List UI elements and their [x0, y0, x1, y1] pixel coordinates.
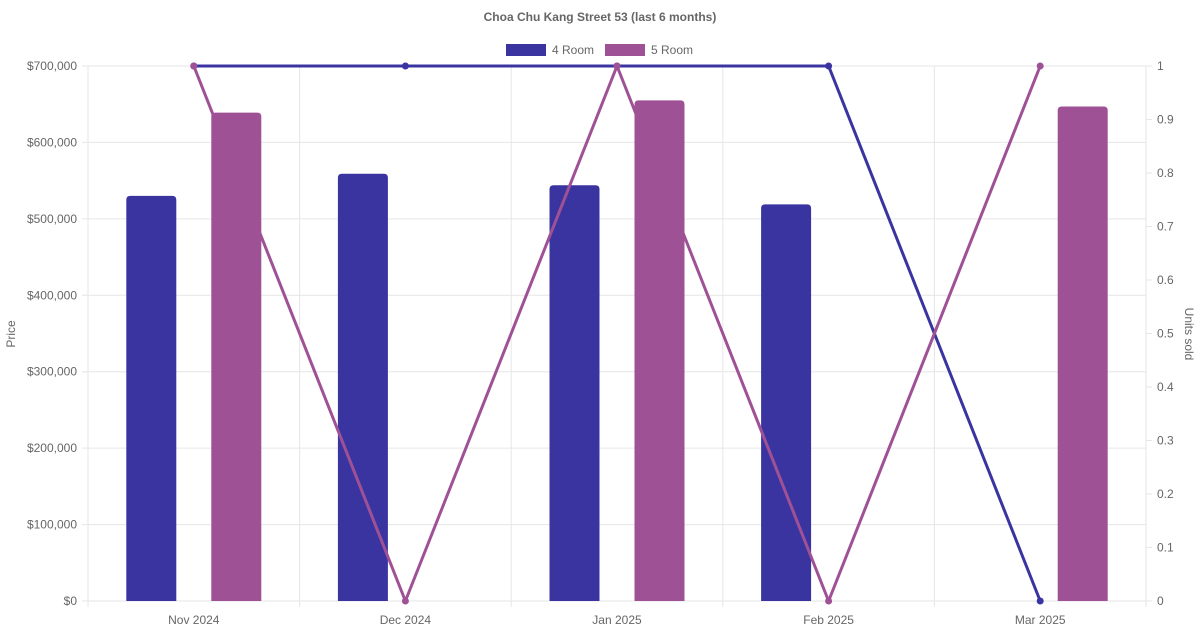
- x-tick-label: Dec 2024: [380, 613, 432, 627]
- point-units-4-room[interactable]: [401, 62, 409, 70]
- y-right-tick-label: 0.6: [1157, 273, 1174, 287]
- legend-swatch-5-room: [605, 44, 645, 56]
- lines: [190, 62, 1044, 605]
- bar-5-room[interactable]: [211, 112, 262, 601]
- y-left-tick-label: $400,000: [27, 288, 77, 302]
- legend-label-4-room: 4 Room: [552, 43, 594, 57]
- point-units-5-room[interactable]: [825, 597, 833, 605]
- y-right-tick-label: 0.2: [1157, 487, 1174, 501]
- line-units-4-room: [193, 64, 1042, 602]
- y-left-tick-label: $300,000: [27, 365, 77, 379]
- x-tick-label: Mar 2025: [1015, 613, 1066, 627]
- chart-title: Choa Chu Kang Street 53 (last 6 months): [484, 10, 717, 24]
- point-units-4-room[interactable]: [1036, 597, 1044, 605]
- point-units-4-room[interactable]: [825, 62, 833, 70]
- bar-5-room[interactable]: [1057, 106, 1108, 601]
- y-left-tick-label: $600,000: [27, 135, 77, 149]
- y-right-tick-label: 1: [1157, 59, 1164, 73]
- y-left-tick-label: $100,000: [27, 518, 77, 532]
- x-axis-ticks: Nov 2024 Dec 2024 Jan 2025 Feb 2025 Mar 2025: [168, 613, 1066, 627]
- bar-4-room[interactable]: [126, 195, 177, 601]
- bar-4-room[interactable]: [549, 185, 600, 601]
- point-units-5-room[interactable]: [1036, 62, 1044, 70]
- point-units-5-room[interactable]: [190, 62, 198, 70]
- x-tick-label: Jan 2025: [592, 613, 642, 627]
- y-left-tick-label: $0: [64, 594, 78, 608]
- y-left-tick-label: $500,000: [27, 212, 77, 226]
- point-units-5-room[interactable]: [401, 597, 409, 605]
- y-right-tick-label: 0.9: [1157, 113, 1174, 127]
- y-right-tick-label: 0: [1157, 594, 1164, 608]
- legend-label-5-room: 5 Room: [651, 43, 693, 57]
- x-tick-label: Feb 2025: [803, 613, 854, 627]
- y-right-tick-label: 0.5: [1157, 327, 1174, 341]
- bar-4-room[interactable]: [337, 173, 388, 601]
- y-axis-left-ticks: $0 $100,000 $200,000 $300,000 $400,000 $500,0…: [27, 59, 77, 608]
- legend-swatch-4-room: [506, 44, 546, 56]
- y-axis-right-title: Units sold: [1182, 308, 1196, 361]
- point-units-5-room[interactable]: [613, 62, 621, 70]
- bar-4-room[interactable]: [761, 204, 812, 602]
- y-right-tick-label: 0.7: [1157, 220, 1174, 234]
- y-right-tick-label: 0.8: [1157, 166, 1174, 180]
- y-right-tick-label: 0.4: [1157, 380, 1174, 394]
- line-units-5-room: [192, 64, 1042, 603]
- y-axis-left-title: Price: [4, 320, 18, 348]
- legend-item-5-room[interactable]: 5 Room: [605, 43, 693, 57]
- y-right-tick-label: 0.1: [1157, 541, 1174, 555]
- legend: 4 Room 5 Room: [506, 43, 693, 57]
- legend-item-4-room[interactable]: 4 Room: [506, 43, 594, 57]
- y-left-tick-label: $700,000: [27, 59, 77, 73]
- bar-5-room[interactable]: [634, 100, 685, 602]
- y-left-tick-label: $200,000: [27, 441, 77, 455]
- y-right-tick-label: 0.3: [1157, 434, 1174, 448]
- bars: [126, 100, 1108, 602]
- y-axis-right-ticks: 0 0.1 0.2 0.3 0.4 0.5 0.6 0.7 0.8 0.9 1: [1157, 59, 1174, 608]
- x-tick-label: Nov 2024: [168, 613, 220, 627]
